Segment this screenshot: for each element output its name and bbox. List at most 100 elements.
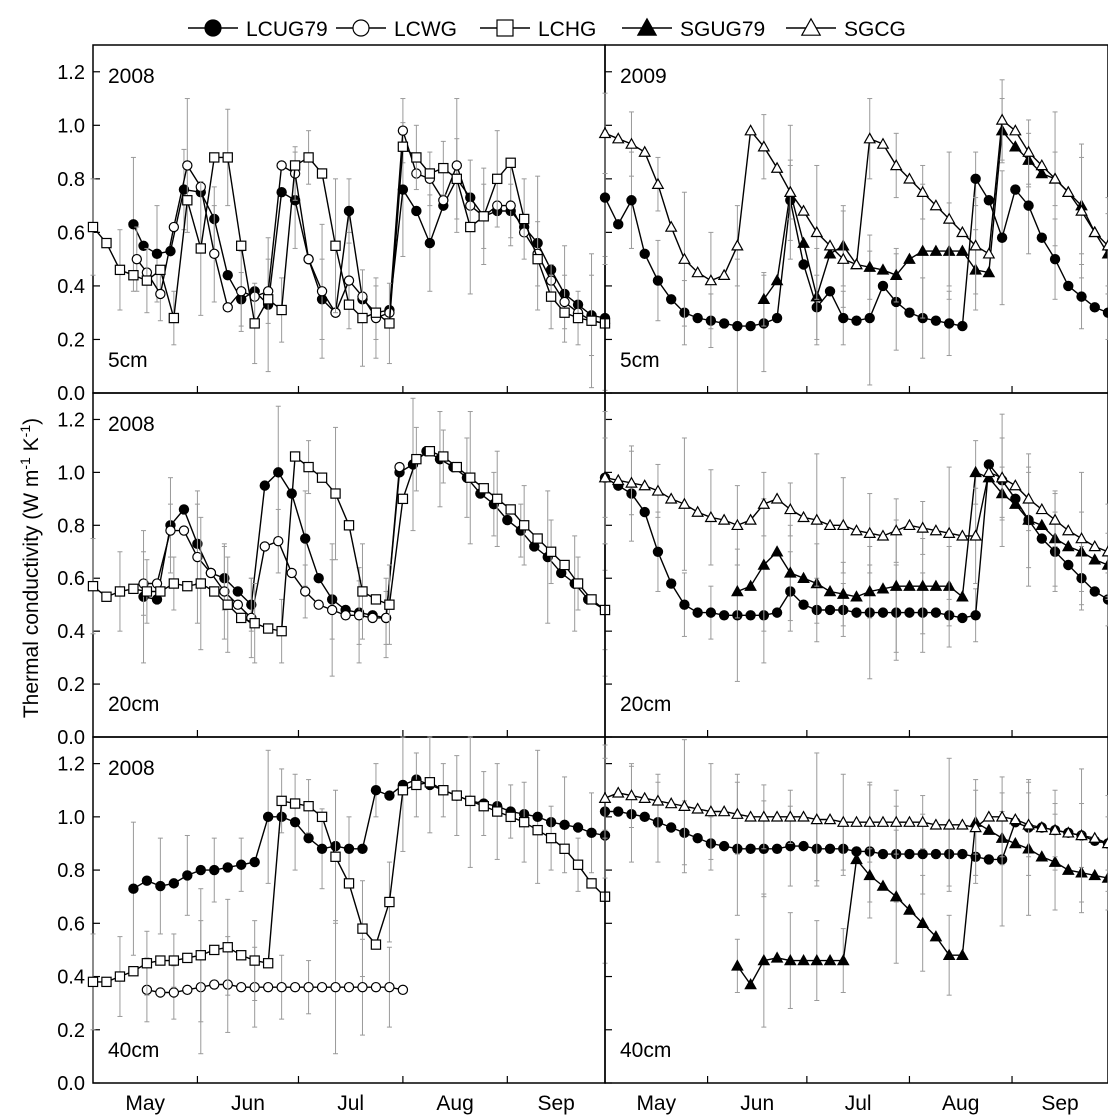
data-point (101, 976, 112, 988)
data-point (286, 567, 297, 579)
data-point (1009, 140, 1022, 152)
data-point (956, 529, 969, 541)
data-point (411, 779, 422, 791)
data-point (451, 461, 462, 473)
data-point (168, 878, 180, 889)
data-point (824, 604, 836, 616)
data-point (141, 275, 153, 286)
data-point (397, 984, 409, 996)
legend-label-lcug79: LCUG79 (246, 18, 328, 41)
data-point (678, 497, 691, 509)
data-point (343, 205, 355, 217)
data-point (876, 582, 890, 594)
data-point (823, 954, 837, 966)
data-point (205, 567, 217, 579)
data-point (343, 878, 355, 889)
data-point (771, 312, 783, 324)
data-point (343, 299, 355, 310)
data-point (303, 981, 314, 993)
data-point (357, 843, 368, 854)
data-point (665, 822, 677, 833)
data-point (316, 168, 328, 179)
data-point (625, 789, 638, 801)
data-point (465, 472, 476, 483)
legend-marker-sgug79 (636, 17, 658, 36)
data-point (438, 785, 449, 796)
data-point (731, 959, 744, 971)
data-point (757, 140, 771, 152)
data-point (262, 294, 274, 305)
data-point (384, 896, 395, 908)
data-point (824, 843, 836, 854)
data-point (300, 586, 311, 597)
data-point (165, 245, 176, 257)
data-point (114, 586, 126, 597)
data-point (1061, 185, 1075, 197)
data-point (904, 307, 915, 318)
data-point (168, 955, 180, 966)
data-point (165, 525, 176, 536)
data-point (797, 810, 810, 822)
legend-marker-lchg (496, 19, 514, 37)
data-point (903, 172, 916, 184)
data-point (692, 312, 703, 324)
data-point (638, 145, 652, 157)
data-point (195, 578, 206, 589)
data-point (357, 923, 368, 934)
data-point (559, 559, 570, 571)
y-tick-label: 1.2 (57, 409, 85, 431)
data-point (262, 981, 274, 993)
data-point (168, 312, 180, 324)
data-point (370, 307, 382, 318)
data-point (222, 152, 233, 163)
data-point (572, 312, 584, 324)
data-point (411, 152, 422, 163)
data-point (276, 160, 287, 171)
data-point (784, 566, 797, 578)
data-point (518, 816, 530, 828)
panel-year-label: 2008 (108, 757, 155, 780)
data-point (731, 584, 744, 597)
x-tick-label: May (125, 1092, 165, 1115)
x-tick-label: Jun (231, 1092, 265, 1115)
data-point (532, 824, 543, 836)
data-point (639, 506, 650, 518)
data-point (236, 240, 247, 251)
data-point (664, 220, 678, 232)
data-point (877, 280, 889, 292)
data-point (731, 239, 744, 251)
panel-depth-label: 20cm (620, 693, 671, 716)
data-point (956, 948, 969, 960)
series-lchg (87, 108, 611, 391)
data-point (770, 161, 784, 173)
data-point (380, 612, 392, 624)
data-point (679, 599, 690, 610)
data-point (505, 200, 516, 211)
data-point (651, 794, 665, 806)
data-point (505, 157, 516, 168)
data-point (929, 524, 943, 536)
data-point (917, 848, 928, 860)
data-point (232, 599, 244, 610)
data-point (691, 266, 704, 278)
data-point (745, 610, 756, 621)
data-point (1102, 307, 1108, 318)
data-point (155, 987, 166, 998)
data-point (717, 805, 731, 817)
data-point (876, 263, 890, 275)
data-point (731, 518, 744, 531)
data-point (836, 954, 850, 966)
data-point (384, 790, 395, 801)
data-point (87, 221, 99, 233)
data-point (744, 124, 757, 136)
data-point (1035, 850, 1049, 862)
y-tick-label: 0.2 (57, 329, 85, 351)
data-point (930, 607, 942, 618)
data-point (824, 286, 836, 297)
data-point (810, 513, 824, 525)
panel-1-1: 20cm (598, 392, 1108, 738)
data-point (863, 526, 877, 538)
data-point (864, 312, 875, 324)
data-point (384, 981, 395, 993)
data-point (599, 192, 611, 203)
